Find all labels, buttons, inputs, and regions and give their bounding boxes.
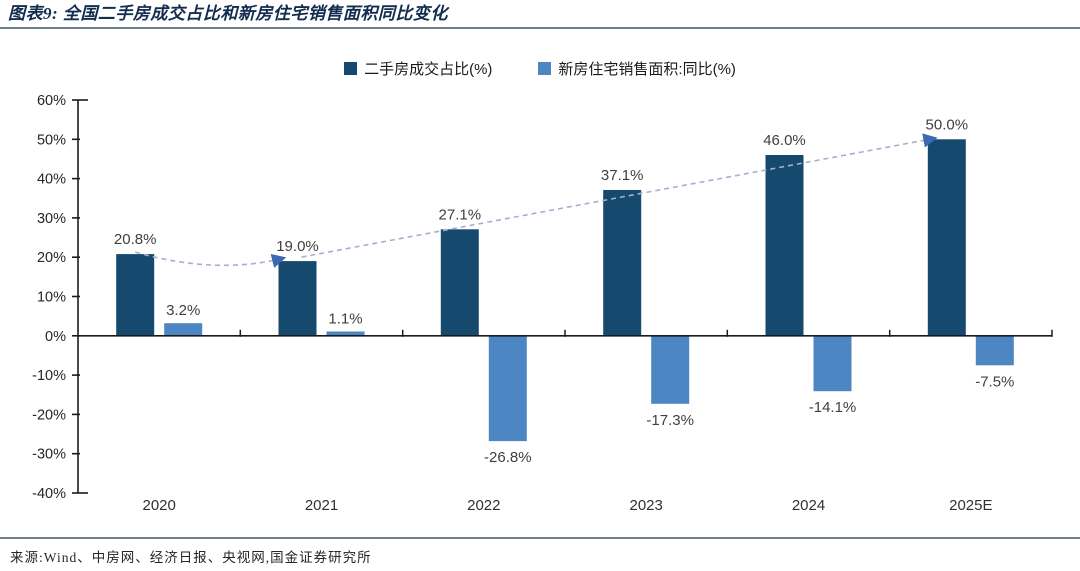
legend-item-newhome-yoy: 新房住宅销售面积:同比(%) bbox=[538, 58, 736, 79]
bar-label-resale-2025E: 50.0% bbox=[926, 116, 969, 133]
y-tick-label: 40% bbox=[37, 172, 66, 188]
bar-resale-2025E bbox=[927, 139, 966, 336]
y-tick-label: -30% bbox=[32, 447, 66, 463]
y-tick-label: 50% bbox=[37, 132, 66, 148]
legend-swatch-resale-icon bbox=[344, 61, 358, 75]
bar-newhome-2023 bbox=[651, 335, 690, 404]
y-tick-label: -10% bbox=[32, 368, 66, 384]
x-tick-label-2023: 2023 bbox=[630, 497, 663, 514]
bar-label-newhome-2024: -14.1% bbox=[809, 399, 857, 416]
x-tick-label-2025E: 2025E bbox=[949, 497, 992, 514]
trend-arrow-segment-1 bbox=[134, 251, 287, 268]
x-tick-label-2021: 2021 bbox=[305, 497, 338, 514]
bar-resale-2024 bbox=[765, 155, 804, 336]
bar-resale-2023 bbox=[603, 190, 642, 336]
x-tick-label-2020: 2020 bbox=[143, 497, 176, 514]
bar-label-resale-2023: 37.1% bbox=[601, 167, 644, 184]
source-note: 来源:Wind、中房网、经济日报、央视网,国金证券研究所 bbox=[10, 550, 372, 565]
bar-label-resale-2021: 19.0% bbox=[276, 238, 319, 255]
legend-label-newhome: 新房住宅销售面积:同比(%) bbox=[558, 60, 736, 78]
bar-resale-2021 bbox=[278, 261, 317, 336]
y-tick-label: -40% bbox=[32, 486, 66, 502]
bar-newhome-2025E bbox=[975, 335, 1014, 366]
bar-newhome-2020 bbox=[164, 323, 203, 336]
legend-label-resale: 二手房成交占比(%) bbox=[364, 60, 493, 78]
bar-label-newhome-2020: 3.2% bbox=[166, 302, 200, 319]
legend-item-resale-share: 二手房成交占比(%) bbox=[344, 58, 492, 79]
bar-newhome-2022 bbox=[488, 335, 527, 442]
x-tick-label-2022: 2022 bbox=[467, 497, 500, 514]
bar-label-resale-2024: 46.0% bbox=[763, 132, 806, 149]
bar-label-resale-2022: 27.1% bbox=[439, 206, 482, 223]
y-tick-label: 60% bbox=[37, 93, 66, 109]
bar-newhome-2024 bbox=[813, 335, 852, 392]
legend: 二手房成交占比(%) 新房住宅销售面积:同比(%) bbox=[0, 56, 1080, 80]
title-divider bbox=[0, 27, 1080, 29]
bar-label-newhome-2021: 1.1% bbox=[328, 311, 362, 328]
y-tick-label: 0% bbox=[45, 329, 66, 345]
bar-chart-area: 20.8% 3.2% 2020 19.0% 1.1% 2021 27.1% -26.8% 202… bbox=[0, 88, 1080, 530]
bar-label-newhome-2025E: -7.5% bbox=[975, 373, 1014, 390]
bar-label-resale-2020: 20.8% bbox=[114, 231, 157, 248]
chart-title-bar: 图表9: 全国二手房成交占比和新房住宅销售面积同比变化 bbox=[0, 0, 1080, 29]
y-tick-label: -20% bbox=[32, 407, 66, 423]
y-tick-label: 10% bbox=[37, 290, 66, 306]
bar-label-newhome-2022: -26.8% bbox=[484, 449, 532, 466]
bar-resale-2022 bbox=[440, 229, 479, 336]
bar-newhome-2021 bbox=[326, 331, 365, 336]
legend-swatch-newhome-icon bbox=[538, 61, 552, 75]
footer-divider bbox=[0, 537, 1080, 539]
chart-title: 图表9: 全国二手房成交占比和新房住宅销售面积同比变化 bbox=[8, 4, 448, 23]
bar-chart-svg: 20.8% 3.2% 2020 19.0% 1.1% 2021 27.1% -26.8% 202… bbox=[32, 93, 1053, 514]
x-tick-label-2024: 2024 bbox=[792, 497, 825, 514]
bar-label-newhome-2023: -17.3% bbox=[646, 412, 694, 429]
bar-resale-2020 bbox=[116, 254, 155, 336]
y-tick-label: 30% bbox=[37, 211, 66, 227]
y-tick-label: 20% bbox=[37, 250, 66, 266]
